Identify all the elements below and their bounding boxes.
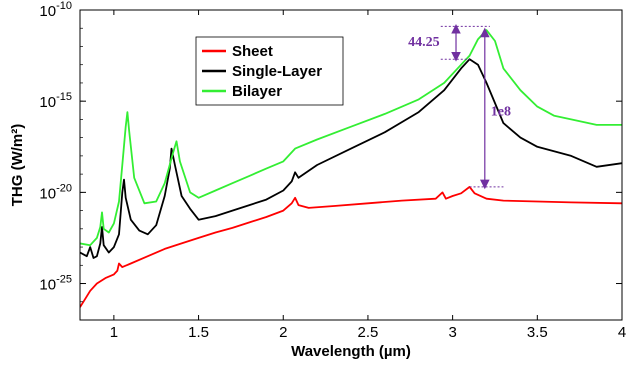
series-line-sheet <box>80 186 622 308</box>
series-line-bilayer <box>80 29 622 247</box>
y-tick-label: 10-25 <box>39 274 72 294</box>
y-tick-label: 10-15 <box>39 91 72 111</box>
x-tick-label: 1.5 <box>188 324 209 341</box>
plot-frame <box>79 9 623 321</box>
x-tick-label: 4 <box>618 324 626 341</box>
x-tick-label: 2 <box>279 324 287 341</box>
annotation-label-44-25: 44.25 <box>408 35 440 50</box>
x-tick-label: 3.5 <box>527 324 548 341</box>
y-axis-label: THG (W/m²) <box>9 124 26 206</box>
x-axis-label: Wavelength (µm) <box>291 343 411 360</box>
annotation-label-1e8: 1e8 <box>491 104 511 119</box>
legend: Sheet Single-Layer Bilayer <box>195 36 344 106</box>
legend-label-sheet: Sheet <box>232 43 273 60</box>
y-tick-label: 10-10 <box>39 0 72 20</box>
series-line-single-layer <box>80 58 622 259</box>
y-tick-label: 10-20 <box>39 182 72 202</box>
annotation-layer: 44.25 1e8 <box>408 24 511 190</box>
legend-label-bilayer: Bilayer <box>232 83 282 100</box>
legend-label-single-layer: Single-Layer <box>232 63 322 80</box>
x-tick-label: 2.5 <box>358 324 379 341</box>
x-tick-label: 3 <box>448 324 456 341</box>
x-tick-label: 1 <box>110 324 118 341</box>
tick-layer: 1 1.5 2 2.5 3 3.5 4 10-10 10-15 10-20 10-25 <box>39 0 626 341</box>
series-layer <box>80 29 622 308</box>
